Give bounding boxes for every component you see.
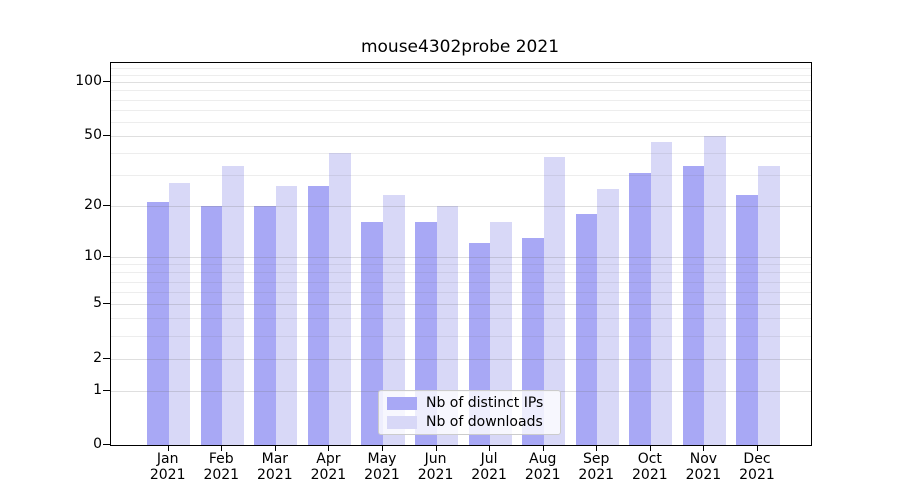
bar-distinct-ips-may [361,222,383,445]
bar-downloads-mar [275,185,298,445]
x-tick-mark [542,445,544,451]
bar-downloads-apr [329,153,351,445]
bar-downloads-sep [597,188,619,445]
chart-title: mouse4302probe 2021 [360,37,560,57]
x-tick-mark [756,445,758,451]
y-tick-label: 0 [93,436,102,452]
bar-distinct-ips-apr [307,185,330,445]
x-tick-mark [381,445,383,451]
y-tick-mark [103,81,110,83]
legend-label-distinct-ips: Nb of distinct IPs [426,395,544,411]
x-tick-label-sep: Sep 2021 [578,451,615,483]
x-tick-label-jul: Jul 2021 [471,451,507,483]
y-tick-mark [103,204,110,206]
x-tick-mark [489,445,491,451]
x-tick-mark [703,445,705,451]
bar-distinct-ips-sep [575,213,598,445]
bar-downloads-jan [168,183,191,445]
legend-item-downloads: Nb of downloads [379,414,560,430]
x-tick-label-jan: Jan 2021 [149,451,186,483]
y-tick-mark [103,255,110,257]
y-tick-label: 50 [84,126,102,143]
legend-swatch-distinct-ips [387,396,417,410]
x-tick-mark [221,445,223,451]
bar-distinct-ips-dec [736,195,758,445]
x-tick-label-feb: Feb 2021 [203,451,240,483]
bar-distinct-ips-mar [254,205,276,445]
bar-downloads-jul [490,222,512,445]
x-tick-mark [649,445,651,451]
x-tick-label-dec: Dec 2021 [739,451,775,483]
bar-downloads-nov [704,135,726,445]
bar-distinct-ips-nov [682,165,705,445]
y-tick-mark [103,134,110,136]
y-tick-mark [103,303,110,305]
y-tick-label: 10 [84,247,102,264]
legend-item-distinct-ips: Nb of distinct IPs [379,395,560,411]
x-tick-mark [328,445,330,451]
y-tick-label: 1 [93,381,102,398]
x-tick-mark [435,445,437,451]
y-tick-label: 20 [84,196,102,213]
bar-distinct-ips-jan [147,202,169,445]
bar-downloads-aug [543,157,566,445]
y-tick-label: 5 [93,295,102,312]
x-tick-mark [596,445,598,451]
y-tick-label: 100 [75,73,102,90]
x-tick-label-oct: Oct 2021 [632,451,668,483]
x-tick-mark [274,445,276,451]
bar-distinct-ips-feb [200,205,223,445]
x-tick-mark [167,445,169,451]
x-tick-label-jun: Jun 2021 [417,451,454,483]
y-tick-mark [103,357,110,359]
bars-layer [111,63,811,445]
y-tick-label: 2 [93,349,102,366]
legend-label-downloads: Nb of downloads [426,414,543,430]
y-tick-mark [103,444,110,445]
x-tick-label-apr: Apr 2021 [310,451,347,483]
x-tick-label-aug: Aug 2021 [524,451,561,483]
bar-downloads-jun [436,205,459,445]
bar-distinct-ips-oct [629,172,651,445]
bar-downloads-oct [650,142,673,445]
x-tick-label-nov: Nov 2021 [685,451,722,483]
legend-swatch-downloads [387,415,417,429]
bar-downloads-feb [222,165,244,445]
bar-downloads-may [382,195,405,445]
legend: Nb of distinct IPs Nb of downloads [378,390,561,435]
y-tick-mark [103,389,110,391]
bar-downloads-dec [757,165,780,445]
bar-distinct-ips-jun [414,222,437,445]
plot-area [110,62,812,446]
x-tick-label-mar: Mar 2021 [257,451,293,483]
x-tick-label-may: May 2021 [364,451,400,483]
